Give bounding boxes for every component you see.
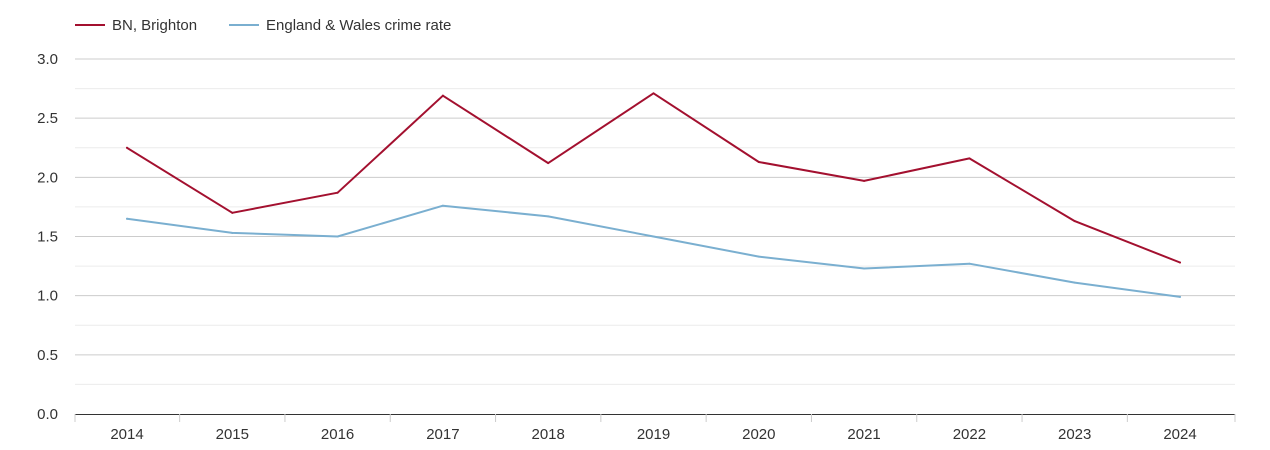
x-tick-label: 2016 bbox=[321, 426, 354, 443]
y-tick-label: 2.5 bbox=[37, 110, 58, 127]
gridlines bbox=[75, 58, 1235, 385]
legend-label: BN, Brighton bbox=[112, 17, 197, 34]
data-point bbox=[757, 160, 760, 163]
data-point bbox=[126, 217, 128, 220]
legend: BN, Brighton England & Wales crime rate bbox=[75, 17, 451, 34]
y-tick-label: 0.0 bbox=[37, 406, 58, 423]
x-axis: 2014 2015 2016 2017 2018 2019 2020 2021 2022 2023… bbox=[74, 414, 1236, 443]
data-point bbox=[231, 211, 234, 214]
x-tick-label: 2023 bbox=[1058, 426, 1091, 443]
series-0 bbox=[126, 92, 1181, 264]
data-point bbox=[652, 92, 655, 95]
data-point bbox=[126, 146, 128, 149]
data-point bbox=[231, 231, 234, 234]
legend-item-0[interactable]: BN, Brighton bbox=[75, 17, 197, 34]
data-point bbox=[1073, 220, 1076, 223]
series-group bbox=[126, 92, 1181, 298]
y-tick-label: 1.5 bbox=[37, 229, 58, 246]
legend-label: England & Wales crime rate bbox=[266, 17, 451, 34]
data-point bbox=[547, 215, 550, 218]
x-tick-label: 2015 bbox=[216, 426, 249, 443]
data-point bbox=[441, 204, 444, 207]
data-point bbox=[968, 157, 971, 160]
y-axis: 0.0 0.5 1.0 1.5 2.0 2.5 3.0 bbox=[37, 51, 58, 423]
series-1 bbox=[126, 204, 1181, 298]
data-point bbox=[863, 179, 866, 182]
legend-item-1[interactable]: England & Wales crime rate bbox=[229, 17, 451, 34]
x-tick-label: 2018 bbox=[532, 426, 565, 443]
data-point bbox=[863, 267, 866, 270]
x-tick-label: 2024 bbox=[1163, 426, 1196, 443]
y-tick-label: 3.0 bbox=[37, 51, 58, 68]
y-tick-label: 1.0 bbox=[37, 288, 58, 305]
data-point bbox=[547, 162, 550, 165]
y-tick-label: 0.5 bbox=[37, 347, 58, 364]
x-tick-label: 2021 bbox=[847, 426, 880, 443]
x-tick-label: 2022 bbox=[953, 426, 986, 443]
data-point bbox=[652, 235, 655, 238]
data-point bbox=[336, 235, 339, 238]
series-line bbox=[126, 204, 1181, 298]
x-tick-label: 2020 bbox=[742, 426, 775, 443]
data-point bbox=[968, 262, 971, 265]
data-point bbox=[1179, 261, 1181, 264]
x-tick-label: 2019 bbox=[637, 426, 670, 443]
data-point bbox=[757, 255, 760, 258]
data-point bbox=[336, 191, 339, 194]
x-tick-label: 2014 bbox=[110, 426, 143, 443]
data-point bbox=[1179, 295, 1181, 298]
data-point bbox=[1073, 281, 1076, 284]
data-point bbox=[441, 94, 444, 97]
y-tick-label: 2.0 bbox=[37, 169, 58, 186]
x-tick-label: 2017 bbox=[426, 426, 459, 443]
